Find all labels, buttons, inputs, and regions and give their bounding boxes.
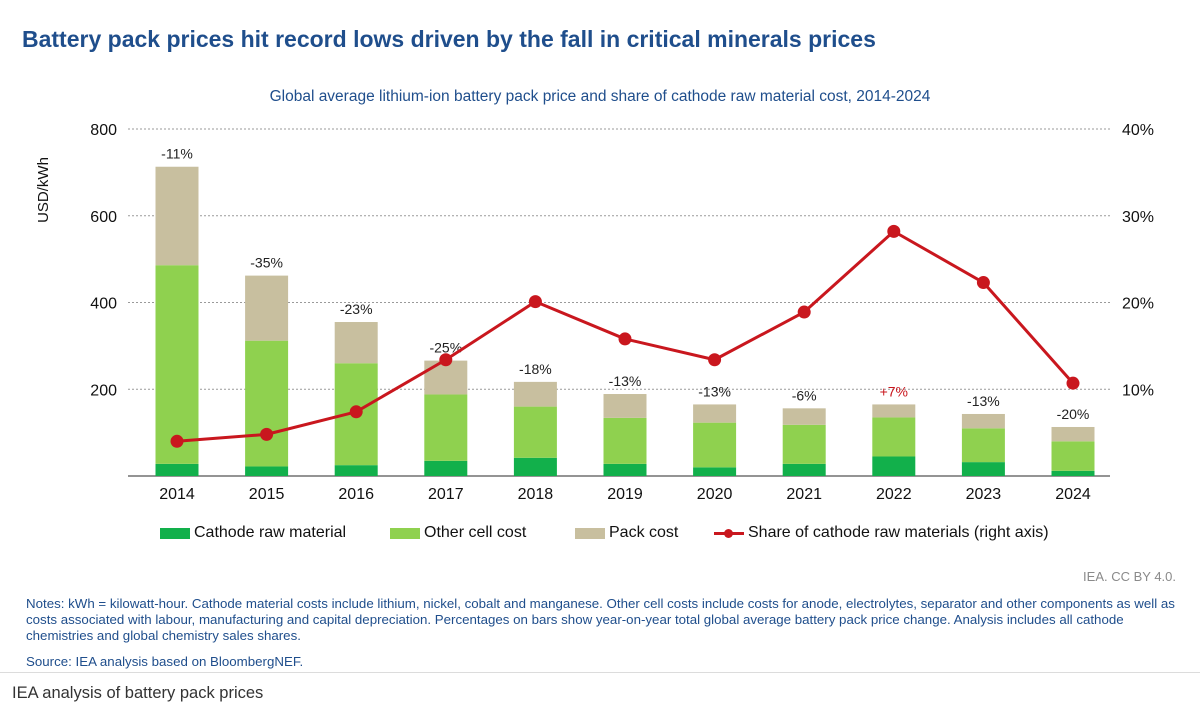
bar-segment [513,406,557,458]
bar-segment [334,465,378,476]
bar-segment [155,265,199,464]
y2-tick-label: 20% [1122,296,1154,313]
bar-segment [872,417,916,457]
x-tick-label: 2019 [607,486,643,503]
legend-swatch-share [714,528,744,539]
legend-item-cathode: Cathode raw material [160,524,346,542]
bar-segment [872,404,916,418]
y-tick-label: 800 [90,122,117,139]
bar-segment [1051,441,1095,471]
share-point [708,353,722,367]
bar-segment [961,413,1005,429]
bar-segment [155,166,199,266]
source-text: Source: IEA analysis based on BloombergN… [26,654,304,669]
x-tick-label: 2018 [518,486,554,503]
share-point [528,295,542,309]
bar-segment [603,417,647,464]
share-point [1066,376,1080,390]
notes-text: Notes: kWh = kilowatt-hour. Cathode mate… [26,596,1175,643]
x-tick-label: 2022 [876,486,912,503]
legend-swatch-other-cell [390,527,420,539]
bar-segment [245,466,289,476]
bar-data-label: -23% [340,301,373,317]
chart-subtitle: Global average lithium-ion battery pack … [269,88,931,105]
page-title: Battery pack prices hit record lows driv… [22,26,876,52]
bar-segment [334,322,378,364]
bar-segment [513,457,557,476]
y-axis-label: USD/kWh [35,157,52,223]
legend-label-pack: Pack cost [609,524,679,541]
y-tick-label: 600 [90,209,117,226]
legend-label-cathode: Cathode raw material [194,524,347,541]
bar-segment [961,428,1005,463]
legend-label-other-cell: Other cell cost [424,524,527,541]
x-tick-label: 2014 [159,486,195,503]
bar-segment [424,360,468,395]
bar-segment [424,394,468,461]
share-point [976,276,990,290]
y-tick-label: 200 [90,382,117,399]
bar-segment [693,404,737,423]
y2-tick-label: 30% [1122,209,1154,226]
share-point [170,434,184,448]
bar-segment [155,463,199,476]
bar-data-label: +7% [880,383,908,399]
share-point [797,305,811,319]
x-tick-label: 2020 [697,486,733,503]
x-tick-label: 2015 [249,486,285,503]
bar-segment [782,463,826,476]
bar-segment [1051,426,1095,442]
bar-segment [782,408,826,425]
x-tick-label: 2024 [1055,486,1091,503]
bar-data-label: -13% [967,393,1000,409]
y2-tick-label: 40% [1122,122,1154,139]
bar-data-label: -18% [519,361,552,377]
legend-swatch-cathode [160,527,190,539]
x-tick-label: 2017 [428,486,464,503]
bar-segment [245,340,289,467]
bar-segment [872,456,916,476]
legend-item-other-cell: Other cell cost [390,524,526,542]
legend-item-pack: Pack cost [575,524,678,542]
x-tick-label: 2023 [966,486,1002,503]
figure-caption: IEA analysis of battery pack prices [12,684,264,702]
share-point [349,405,363,419]
chart-legend: Cathode raw material Other cell cost Pac… [0,524,1200,548]
share-point [439,353,453,367]
bar-data-label: -25% [429,340,462,356]
legend-label-share: Share of cathode raw materials (right ax… [748,524,1049,541]
share-point [618,332,632,346]
y2-tick-label: 10% [1122,382,1154,399]
bar-segment [693,422,737,468]
bar-segment [424,460,468,476]
bar-segment [693,467,737,476]
bar-segment [1051,470,1095,476]
bar-data-label: -20% [1057,406,1090,422]
bar-segment [961,462,1005,476]
y-tick-label: 400 [90,296,117,313]
bar-segment [603,394,647,418]
bar-segment [245,275,289,341]
bar-data-label: -11% [161,146,193,162]
divider [0,672,1200,673]
bar-data-label: -13% [609,373,642,389]
credit-text: IEA. CC BY 4.0. [1083,569,1176,584]
bar-segment [603,463,647,476]
legend-swatch-pack [575,527,605,539]
x-tick-label: 2021 [786,486,822,503]
bar-data-label: -13% [698,383,731,399]
legend-item-share: Share of cathode raw materials (right ax… [714,524,1049,542]
x-tick-label: 2016 [338,486,374,503]
bar-data-label: -6% [792,387,817,403]
bar-segment [782,424,826,464]
share-point [260,427,274,441]
share-point [887,224,901,238]
bar-data-label: -35% [250,255,283,271]
bar-segment [513,381,557,407]
